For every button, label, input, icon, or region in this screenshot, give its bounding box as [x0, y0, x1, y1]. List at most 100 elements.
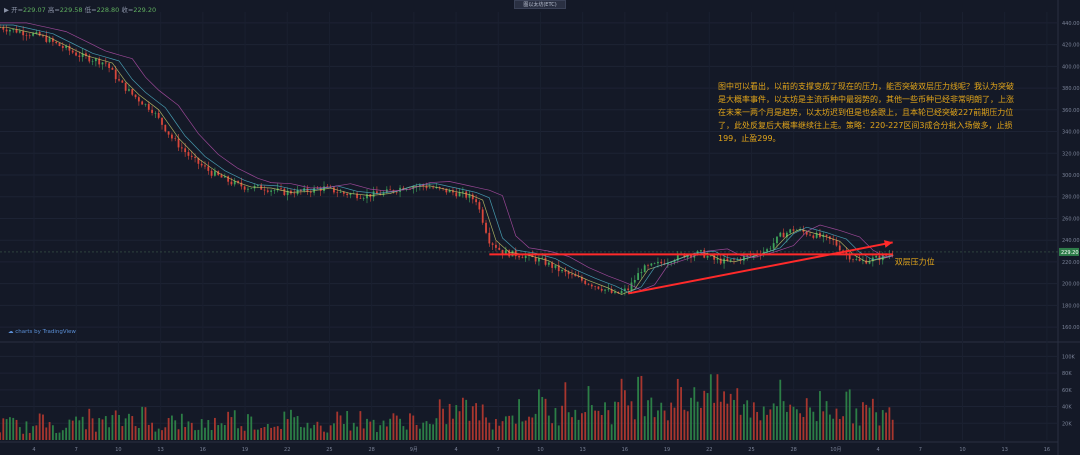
candle-body	[38, 32, 41, 36]
tradingview-brand[interactable]: ☁ charts by TradingView	[8, 329, 76, 335]
candle-body	[18, 31, 21, 33]
candle-body	[174, 138, 177, 140]
volume-bar	[422, 422, 425, 440]
volume-bar	[680, 387, 682, 440]
candle-body	[177, 138, 180, 148]
ma-line-long	[0, 22, 893, 291]
candle-body	[637, 273, 640, 280]
volume-bar	[65, 427, 68, 440]
volume-bar	[180, 413, 183, 440]
volume-bar	[485, 417, 487, 440]
candle-body	[521, 257, 524, 259]
volume-bar	[12, 417, 15, 440]
volume-bar	[792, 406, 795, 440]
volume-bar	[805, 398, 808, 440]
volume-bar	[101, 419, 104, 440]
candle-body	[769, 248, 772, 250]
volume-bar	[835, 408, 838, 440]
candle-body	[650, 263, 653, 266]
candle-body	[461, 191, 464, 193]
rising-trendline	[627, 241, 893, 295]
volume-bar	[402, 426, 405, 440]
candle-body	[825, 234, 828, 237]
candle-body	[733, 259, 735, 260]
candle-body	[633, 279, 636, 283]
volume-bar	[141, 406, 144, 440]
candle-body	[336, 192, 339, 194]
candle-body	[48, 38, 51, 42]
candle-body	[144, 103, 147, 105]
candle-body	[25, 35, 28, 36]
volume-bar	[666, 420, 669, 440]
volume-bar	[313, 424, 315, 440]
volume-bar	[306, 422, 309, 440]
candle-body	[623, 288, 626, 291]
candle-body	[280, 188, 282, 190]
candle-body	[719, 258, 722, 264]
time-tick-label: 28	[368, 447, 374, 453]
volume-bar	[676, 378, 679, 440]
candle-body	[812, 235, 815, 238]
volume-bar	[187, 421, 190, 440]
volume-bar	[409, 413, 411, 440]
volume-bar	[359, 411, 362, 440]
candle-body	[164, 124, 167, 132]
candle-body	[147, 103, 150, 110]
time-tick-label: 25	[326, 447, 332, 453]
candle-body	[88, 55, 91, 62]
candle-body	[137, 97, 140, 102]
volume-bar	[743, 404, 745, 440]
volume-bar	[108, 427, 111, 440]
volume-bar	[845, 391, 848, 440]
candle-body	[541, 257, 544, 259]
volume-bar	[723, 391, 725, 440]
candle-body	[134, 94, 137, 98]
volume-bar	[544, 398, 547, 440]
candle-body	[359, 198, 362, 199]
candle-body	[12, 29, 15, 30]
candle-body	[802, 229, 805, 232]
volume-bar	[571, 417, 573, 440]
time-tick-label: 9月	[410, 447, 418, 453]
candle-body	[643, 265, 646, 273]
volume-bar	[772, 403, 775, 440]
volume-bar	[564, 382, 567, 440]
volume-bar	[164, 427, 167, 440]
symbol-title[interactable]: 图以太坊(ETC)	[514, 0, 566, 9]
price-tick-label: 180.00	[1062, 303, 1080, 309]
volume-bar	[134, 426, 137, 440]
volume-bar	[316, 421, 319, 440]
volume-bar	[838, 418, 841, 440]
candle-body	[587, 283, 590, 285]
volume-bar	[319, 425, 322, 440]
candle-body	[600, 288, 603, 291]
volume-bar	[726, 403, 729, 440]
candle-body	[121, 80, 124, 83]
volume-bar	[862, 402, 864, 440]
volume-bar	[554, 408, 557, 440]
candle-body	[220, 174, 223, 178]
candle-body	[270, 190, 273, 192]
volume-bar	[614, 401, 616, 440]
volume-bar	[389, 418, 392, 440]
volume-bar	[91, 418, 94, 440]
volume-bar	[878, 425, 881, 440]
volume-bar	[442, 408, 444, 440]
volume-bar	[752, 402, 755, 440]
volume-bar	[746, 400, 749, 440]
candle-body	[114, 69, 117, 80]
candle-body	[306, 188, 309, 192]
candle-body	[805, 231, 808, 235]
volume-bar	[372, 419, 375, 440]
candle-body	[551, 262, 554, 268]
volume-bar	[435, 418, 438, 440]
volume-bar	[511, 415, 514, 440]
candle-body	[653, 263, 656, 264]
low-value: 228.80	[96, 6, 120, 14]
volume-bar	[379, 425, 382, 440]
candle-body	[495, 244, 497, 248]
volume-bar	[25, 421, 28, 440]
volume-tick-label: 60K	[1062, 388, 1072, 394]
volume-bar	[220, 423, 223, 440]
